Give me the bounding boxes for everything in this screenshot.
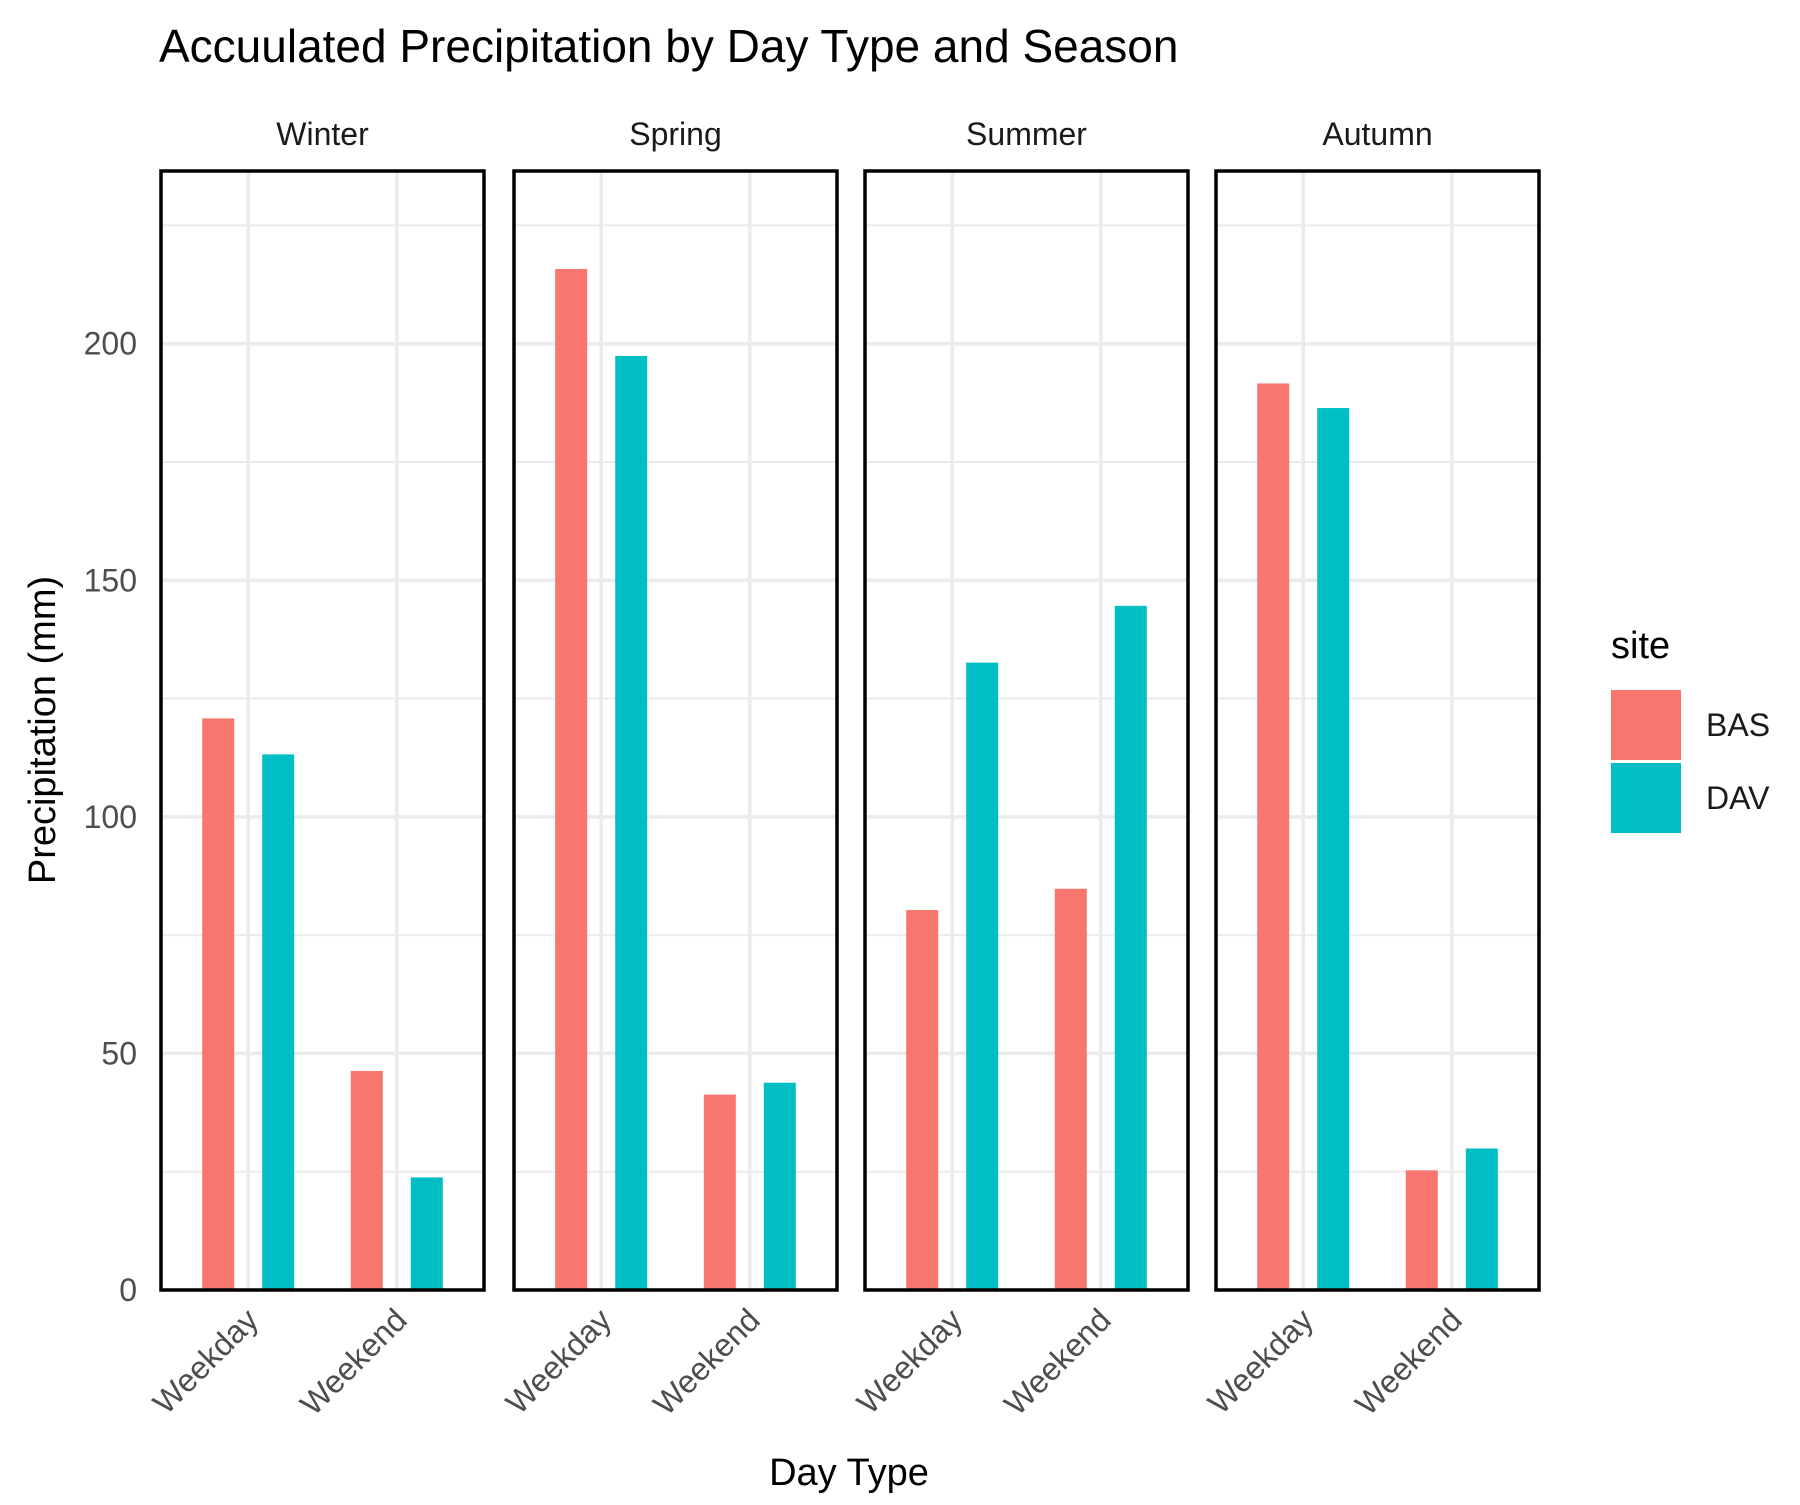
y-axis-title: Precipitation (mm)	[22, 576, 64, 884]
x-tick-label: Weekend	[997, 1301, 1118, 1422]
x-tick-label: Weekday	[850, 1301, 969, 1420]
facet-panel-autumn: Autumn Weekday Weekend	[1201, 116, 1541, 1422]
bar-bas-weekday	[1257, 383, 1290, 1290]
bar-bas-weekday	[202, 718, 235, 1290]
y-tick-label: 100	[84, 799, 137, 835]
x-tick-label: Weekday	[146, 1301, 265, 1420]
bar-bas-weekday	[555, 268, 588, 1290]
legend-key-dav	[1611, 763, 1681, 833]
x-axis-title: Day Type	[769, 1452, 929, 1494]
x-tick-label: Weekday	[499, 1301, 618, 1420]
legend: site BAS DAV	[1611, 625, 1770, 833]
panel-border	[512, 169, 839, 1292]
legend-label-dav: DAV	[1706, 780, 1770, 816]
bar-dav-weekend	[410, 1177, 443, 1290]
panel-border	[863, 169, 1190, 1292]
facet-strip-label: Winter	[276, 116, 369, 152]
panel-border	[1214, 169, 1541, 1292]
bar-bas-weekend	[350, 1070, 383, 1290]
y-tick-label: 50	[101, 1035, 137, 1071]
bar-bas-weekend	[703, 1094, 736, 1290]
chart-title: Accuulated Precipitation by Day Type and…	[159, 20, 1178, 72]
facet-strip-label: Autumn	[1322, 116, 1432, 152]
y-axis: 0 50 100 150 200	[84, 326, 137, 1308]
y-tick-label: 150	[84, 562, 137, 598]
bar-dav-weekday	[1317, 408, 1350, 1290]
x-tick-label: Weekday	[1201, 1301, 1320, 1420]
bar-dav-weekend	[763, 1082, 796, 1290]
bar-dav-weekend	[1465, 1148, 1498, 1290]
legend-key-bas	[1611, 690, 1681, 760]
y-tick-label: 200	[84, 326, 137, 362]
facet-panel-winter: Winter Weekday Weekend	[146, 116, 486, 1422]
x-tick-label: Weekend	[293, 1301, 414, 1422]
x-tick-label: Weekend	[1348, 1301, 1469, 1422]
bar-dav-weekday	[262, 754, 295, 1290]
facet-panel-spring: Spring Weekday Weekend	[499, 116, 839, 1422]
bar-bas-weekend	[1405, 1170, 1438, 1290]
x-tick-label: Weekend	[646, 1301, 767, 1422]
bar-dav-weekday	[615, 356, 648, 1290]
bar-dav-weekday	[966, 662, 999, 1290]
panel-border	[159, 169, 486, 1292]
legend-label-bas: BAS	[1706, 707, 1770, 743]
bar-bas-weekday	[906, 910, 939, 1290]
bar-bas-weekend	[1054, 888, 1087, 1290]
bar-dav-weekend	[1114, 605, 1147, 1290]
y-tick-label: 0	[119, 1272, 137, 1308]
facet-strip-label: Spring	[629, 116, 722, 152]
legend-title: site	[1611, 625, 1670, 667]
facet-strip-label: Summer	[966, 116, 1087, 152]
facet-panel-summer: Summer Weekday Weekend	[850, 116, 1190, 1422]
